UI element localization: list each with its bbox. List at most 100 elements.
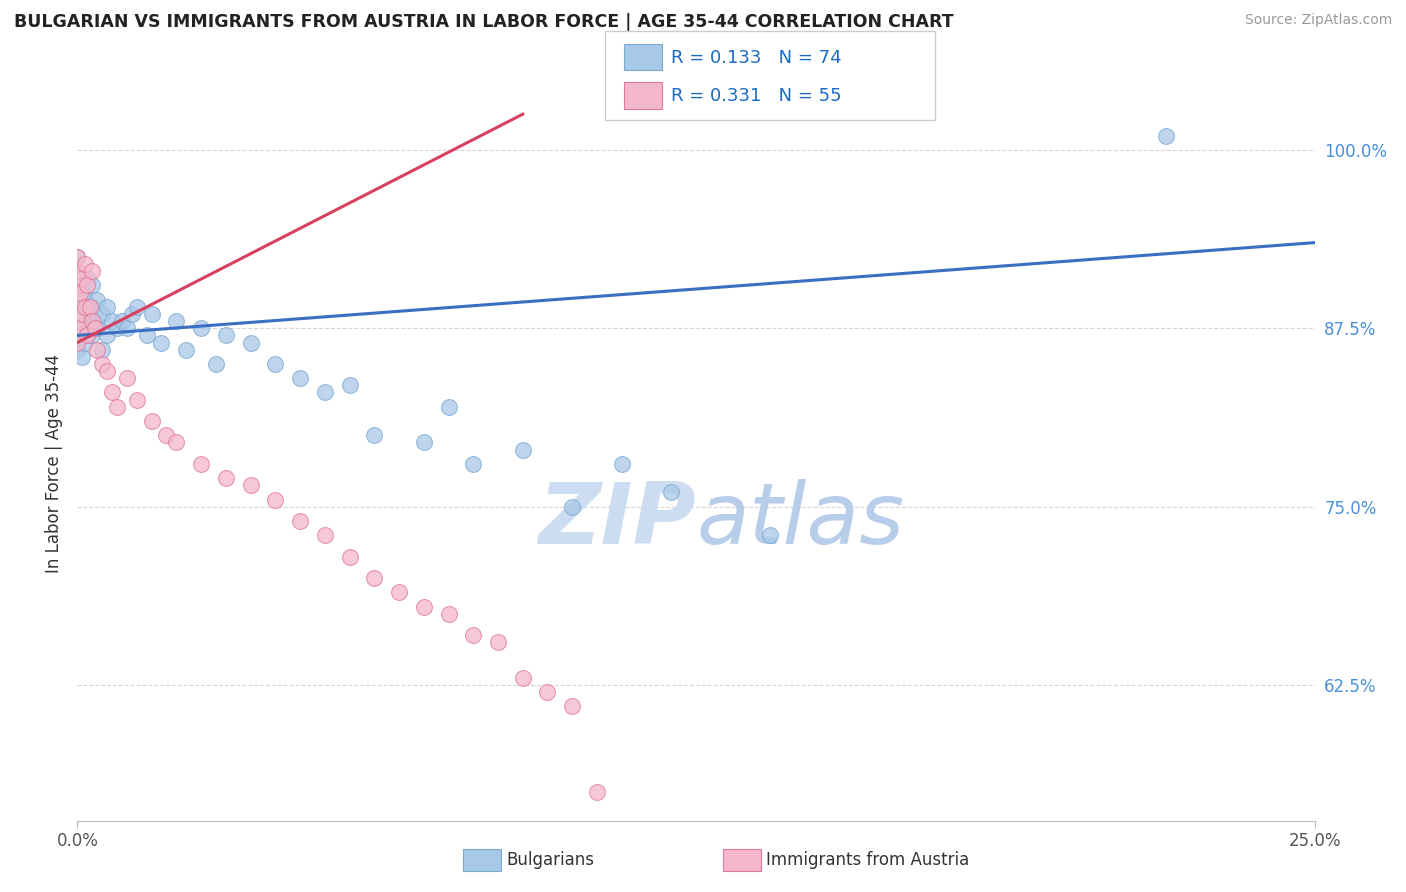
Point <box>155 428 177 442</box>
Point <box>76 328 98 343</box>
Point <box>125 300 148 314</box>
Point <box>105 321 128 335</box>
Point <box>83 321 105 335</box>
Point <box>73 335 96 350</box>
Point <box>82 264 104 278</box>
Point <box>486 635 509 649</box>
Point <box>141 414 163 428</box>
Point <box>150 335 173 350</box>
Point <box>73 293 96 307</box>
Point <box>66 335 89 350</box>
Point <box>76 300 98 314</box>
Text: ZIP: ZIP <box>538 479 696 563</box>
Point <box>66 328 89 343</box>
Text: Bulgarians: Bulgarians <box>506 851 595 869</box>
Point <box>659 485 682 500</box>
Point <box>759 528 782 542</box>
Point <box>536 685 558 699</box>
Y-axis label: In Labor Force | Age 35-44: In Labor Force | Age 35-44 <box>45 354 63 574</box>
Point <box>190 321 212 335</box>
Point <box>239 335 262 350</box>
Point <box>205 357 228 371</box>
Point <box>135 328 157 343</box>
Text: R = 0.133   N = 74: R = 0.133 N = 74 <box>671 49 841 67</box>
Point <box>264 492 287 507</box>
Point <box>141 307 163 321</box>
Point <box>463 457 485 471</box>
Point <box>101 385 124 400</box>
Point <box>82 300 104 314</box>
Point <box>69 285 91 300</box>
Point <box>79 300 101 314</box>
Point <box>215 471 238 485</box>
Point <box>91 307 114 321</box>
Point <box>1154 128 1177 143</box>
Point <box>165 435 187 450</box>
Point <box>174 343 197 357</box>
Point <box>73 257 96 271</box>
Point <box>437 400 460 414</box>
Point <box>264 357 287 371</box>
Point <box>86 293 108 307</box>
Point <box>76 328 98 343</box>
Point <box>288 514 311 528</box>
Text: R = 0.331   N = 55: R = 0.331 N = 55 <box>671 87 841 105</box>
Point <box>561 699 583 714</box>
Point <box>72 314 94 328</box>
Point <box>66 343 89 357</box>
Text: Immigrants from Austria: Immigrants from Austria <box>766 851 970 869</box>
Point <box>339 378 361 392</box>
Point <box>82 314 104 328</box>
Point <box>76 271 98 285</box>
Point <box>125 392 148 407</box>
Point <box>339 549 361 564</box>
Point <box>363 428 385 442</box>
Point <box>121 307 143 321</box>
Point <box>76 278 98 293</box>
Point <box>91 343 114 357</box>
Point <box>66 278 89 293</box>
Point <box>66 278 89 293</box>
Point <box>91 357 114 371</box>
Point <box>82 278 104 293</box>
Point <box>96 328 118 343</box>
Point <box>363 571 385 585</box>
Point <box>463 628 485 642</box>
Point <box>101 314 124 328</box>
Point <box>66 293 89 307</box>
Point <box>86 343 108 357</box>
Point <box>79 307 101 321</box>
Point <box>412 435 434 450</box>
Point <box>610 457 633 471</box>
Point <box>69 321 91 335</box>
Point <box>66 250 89 264</box>
Point <box>190 457 212 471</box>
Point <box>96 364 118 378</box>
Point <box>215 328 238 343</box>
Point <box>437 607 460 621</box>
Point <box>66 307 89 321</box>
Point <box>314 385 336 400</box>
Text: Source: ZipAtlas.com: Source: ZipAtlas.com <box>1244 13 1392 28</box>
Point <box>82 328 104 343</box>
Point <box>66 250 89 264</box>
Point <box>105 400 128 414</box>
Text: atlas: atlas <box>696 479 904 563</box>
Point <box>66 264 89 278</box>
Point <box>66 293 89 307</box>
Point <box>115 371 138 385</box>
Point <box>96 300 118 314</box>
Text: BULGARIAN VS IMMIGRANTS FROM AUSTRIA IN LABOR FORCE | AGE 35-44 CORRELATION CHAR: BULGARIAN VS IMMIGRANTS FROM AUSTRIA IN … <box>14 13 953 31</box>
Point <box>86 321 108 335</box>
Point <box>388 585 411 599</box>
Point <box>165 314 187 328</box>
Point <box>512 671 534 685</box>
Point <box>561 500 583 514</box>
Point <box>72 307 94 321</box>
Point <box>83 314 105 328</box>
Point <box>586 785 609 799</box>
Point <box>239 478 262 492</box>
Point <box>115 321 138 335</box>
Point <box>288 371 311 385</box>
Point <box>73 300 96 314</box>
